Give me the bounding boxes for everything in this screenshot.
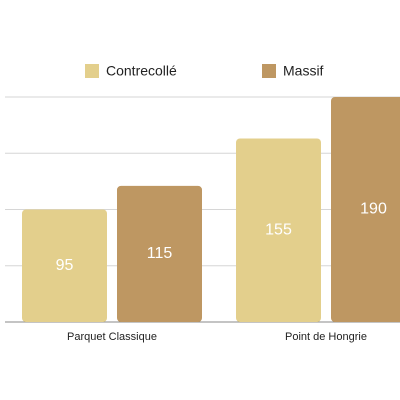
x-tick-label: Point de Hongrie [285,331,367,343]
legend-swatch [262,64,276,78]
legend-swatch [85,64,99,78]
bar [236,138,321,322]
legend-label: Massif [283,63,324,79]
x-tick-label: Parquet Classique [67,331,157,343]
bar [22,209,107,322]
bar [117,185,202,322]
value-label: 95 [56,257,74,274]
bar [331,97,400,322]
value-label: 155 [265,221,292,238]
value-label: 115 [147,245,173,262]
legend-label: Contrecollé [106,63,177,79]
value-label: 190 [360,201,387,218]
